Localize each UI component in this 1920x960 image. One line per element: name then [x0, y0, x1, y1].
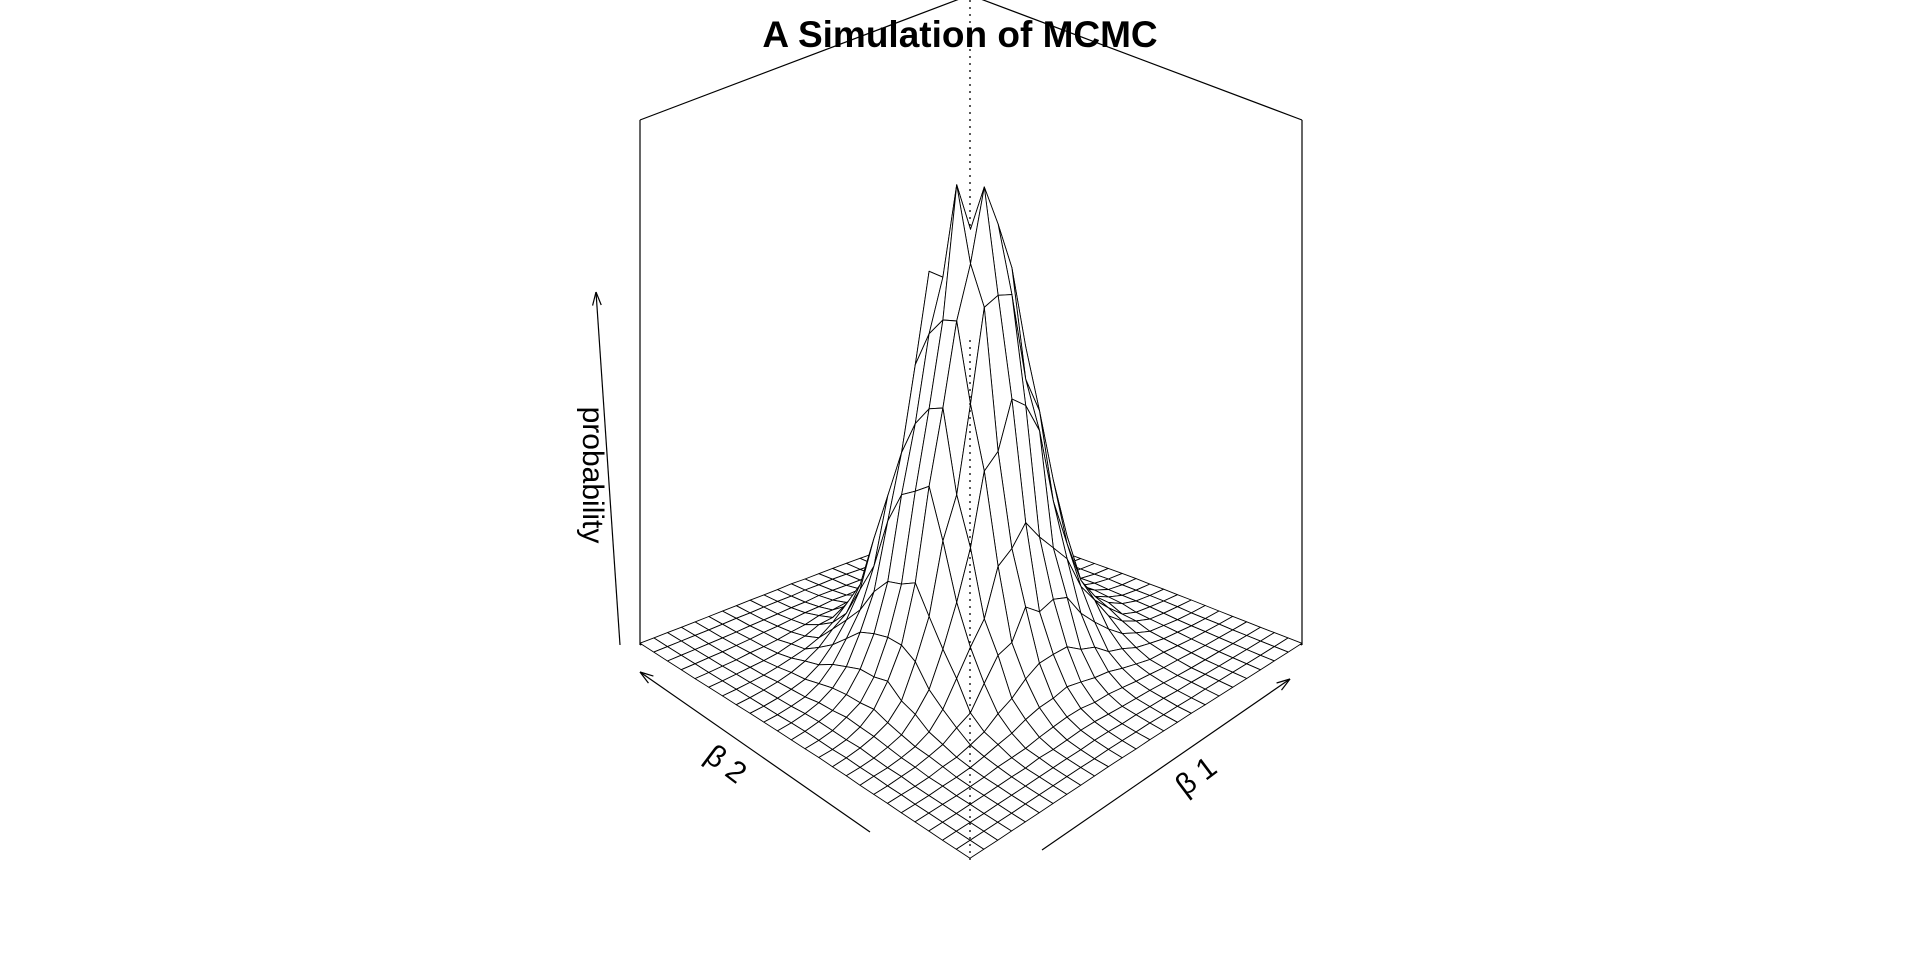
box-edge-top-back-right — [981, 0, 1303, 121]
x-axis-arrow — [1041, 678, 1291, 851]
y-axis-label: β 2 — [699, 739, 753, 791]
axis-arrows — [592, 291, 1291, 851]
z-axis-arrow-head — [592, 291, 597, 306]
z-axis-label: probability — [576, 407, 609, 544]
box-edge-top-front-left — [640, 120, 970, 335]
y-axis-arrow — [639, 671, 871, 833]
box-edge-top-back-left — [639, 0, 959, 121]
y-axis-arrow-head — [639, 671, 654, 677]
z-axis-arrow — [595, 291, 621, 646]
surface-facet — [955, 839, 985, 859]
x-axis-arrow-head — [1276, 678, 1291, 684]
y-axis-arrow-head — [639, 671, 649, 684]
surface-mesh — [639, 184, 1303, 859]
z-axis-arrow-head — [595, 291, 602, 306]
x-axis-arrow-head — [1281, 678, 1291, 691]
x-axis-label: β 1 — [1169, 751, 1223, 803]
